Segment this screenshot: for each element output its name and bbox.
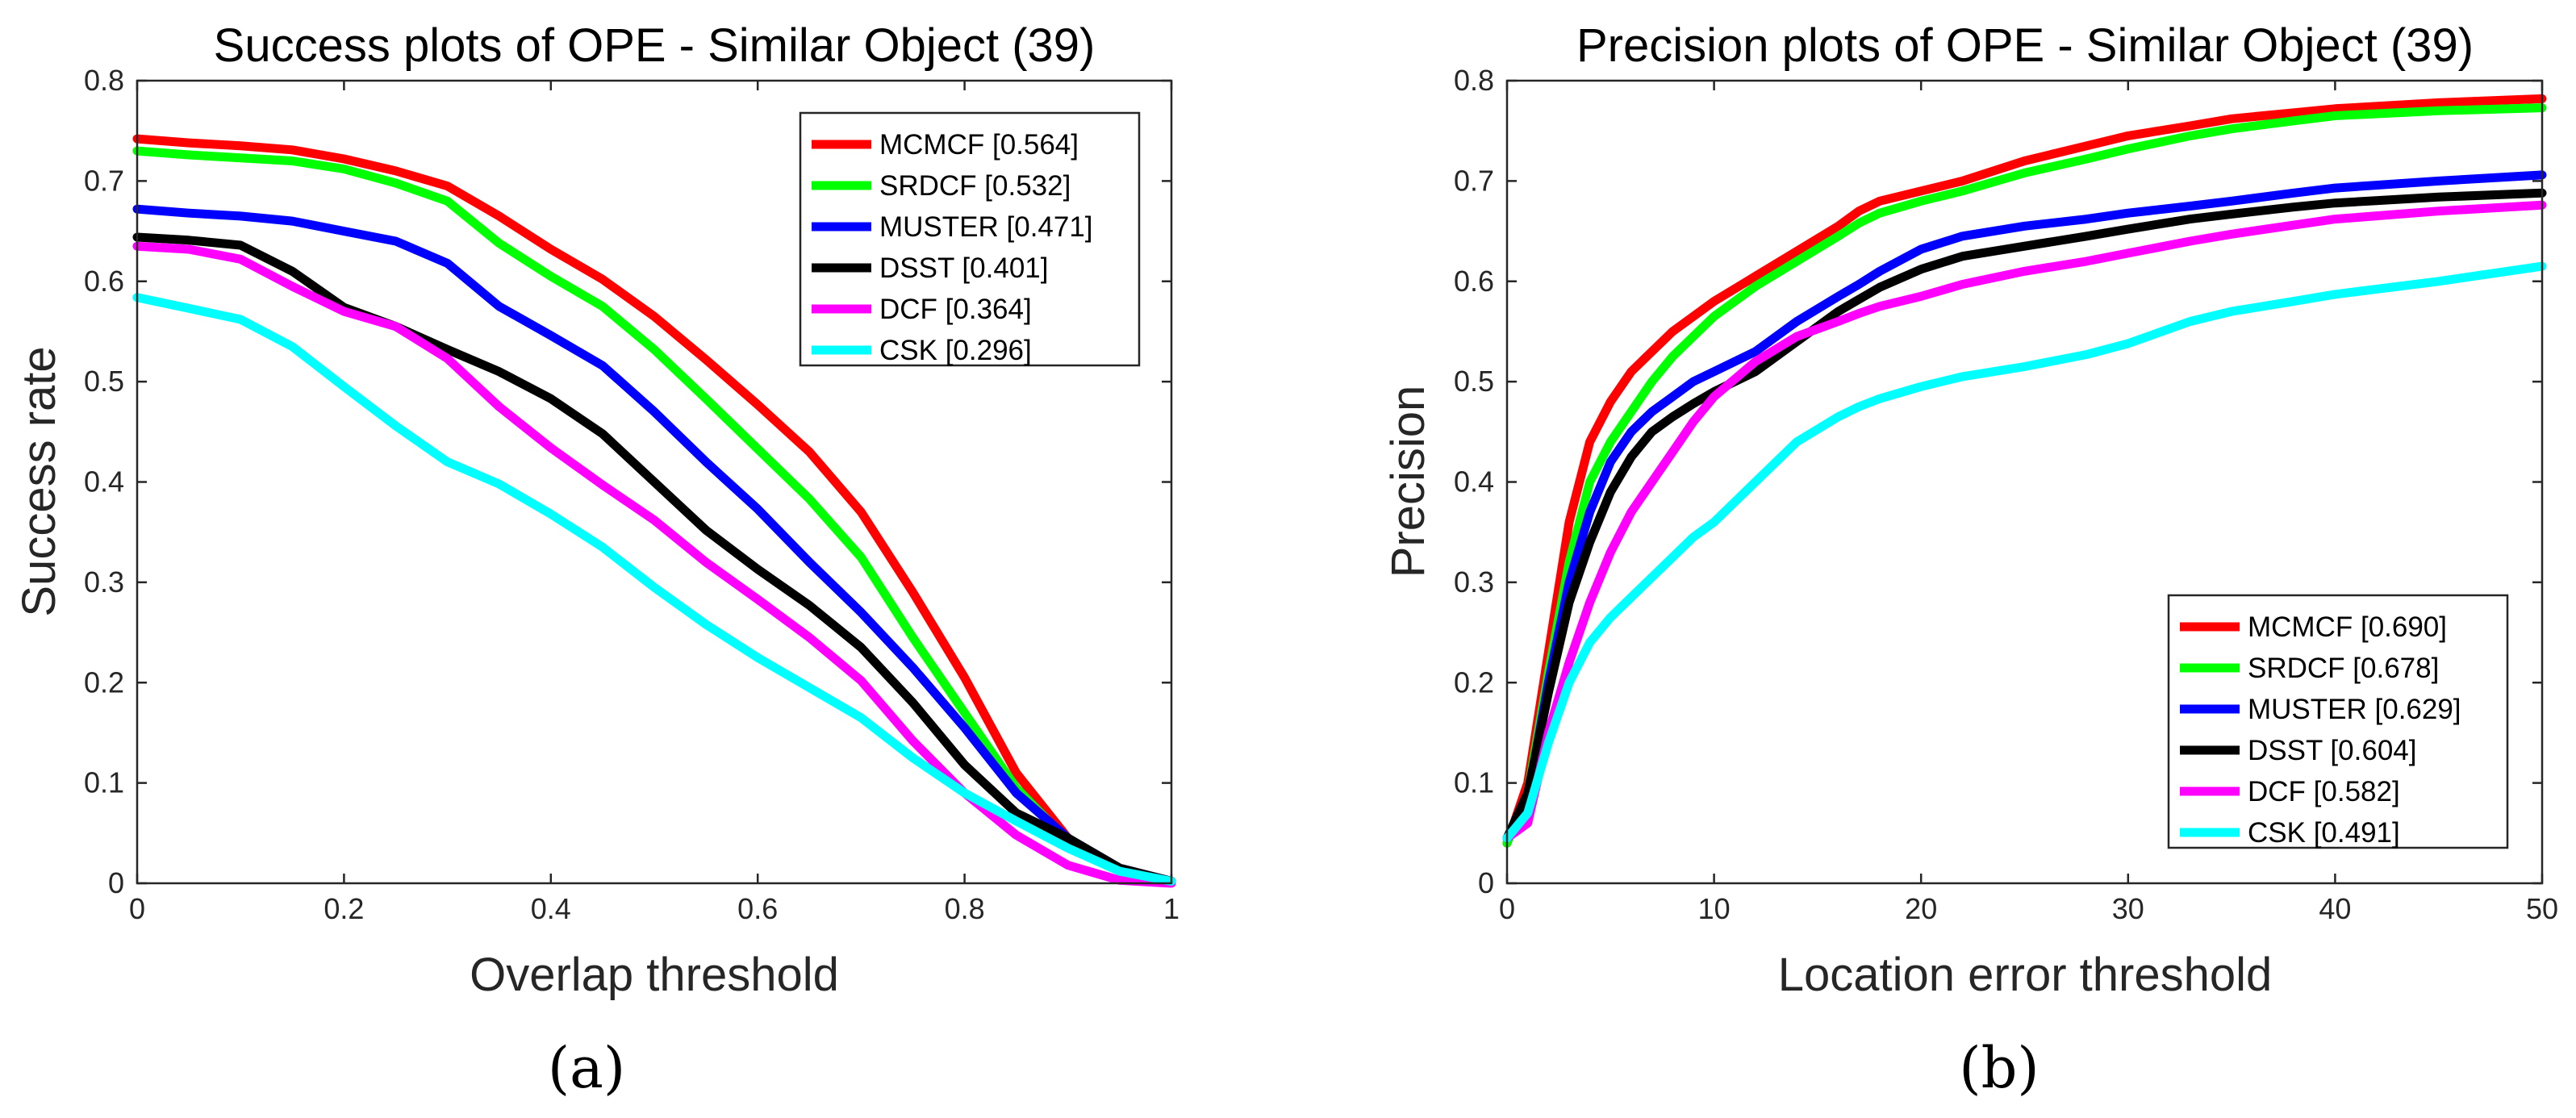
y-tick-label: 0.8 <box>84 64 124 97</box>
x-axis-label: Overlap threshold <box>470 949 839 1001</box>
x-tick-label: 0.8 <box>945 892 985 925</box>
x-axis-label: Location error threshold <box>1778 949 2273 1001</box>
series-line-csk <box>1502 261 2547 843</box>
series-line-csk <box>132 293 1176 886</box>
legend-label: DCF [0.582] <box>2248 776 2400 807</box>
series-line-dcf <box>1502 200 2547 843</box>
legend: MCMCF [0.690] SRDCF [0.678] MUSTER [0.629]… <box>2167 594 2509 849</box>
series-line-srdcf <box>1502 103 2547 848</box>
y-tick-label: 0.6 <box>84 265 124 298</box>
plot-frame <box>136 79 1173 885</box>
chart-title: Success plots of OPE - Similar Object (3… <box>214 19 1096 72</box>
series-line-dcf <box>132 241 1176 888</box>
y-tick-label: 0.4 <box>84 465 124 499</box>
x-tick-label: 0.2 <box>324 892 364 925</box>
legend-label: MCMCF [0.690] <box>2248 611 2447 643</box>
y-tick-label: 0 <box>108 866 124 899</box>
y-tick-label: 0.5 <box>1454 365 1494 398</box>
y-tick-label: 0.7 <box>1454 164 1494 197</box>
chart-title: Precision plots of OPE - Similar Object … <box>1576 19 2474 72</box>
y-tick-label: 0.3 <box>84 565 124 599</box>
x-tick-label: 0.4 <box>531 892 571 925</box>
x-tick-label: 1 <box>1163 892 1179 925</box>
y-tick-label: 0.7 <box>84 164 124 197</box>
legend-label: CSK [0.296] <box>879 335 1032 366</box>
legend-label: DCF [0.364] <box>879 294 1032 325</box>
y-tick-label: 0.5 <box>84 365 124 398</box>
series-line-srdcf <box>132 146 1176 886</box>
series-line-muster <box>1502 170 2547 843</box>
plot-area: 0 10 20 30 40 50 0 0.1 0.2 0.3 0.4 0.5 0.6 0.7 0.8 <box>1454 64 2558 925</box>
y-tick-label: 0.2 <box>84 665 124 699</box>
legend-label: MUSTER [0.629] <box>2248 694 2461 725</box>
series-line-dsst <box>1502 188 2547 843</box>
legend: MCMCF [0.564] SRDCF [0.532] MUSTER [0.471]… <box>799 111 1141 367</box>
legend-label: SRDCF [0.678] <box>2248 653 2439 684</box>
caption: (a) <box>548 1035 625 1101</box>
y-tick-label: 0.8 <box>1454 64 1494 97</box>
legend-label: MCMCF [0.564] <box>879 129 1079 161</box>
y-tick-label: 0.4 <box>1454 465 1494 499</box>
y-tick-label: 0 <box>1478 866 1494 899</box>
y-tick-label: 0.6 <box>1454 265 1494 298</box>
legend-label: DSST [0.604] <box>2248 735 2416 766</box>
x-tick-label: 10 <box>1698 892 1731 925</box>
x-tick-label: 0.6 <box>737 892 778 925</box>
y-axis-label: Success rate <box>13 346 65 616</box>
legend-box <box>799 111 1141 367</box>
y-axis-label: Precision <box>1382 386 1434 578</box>
x-tick-label: 50 <box>2526 892 2558 925</box>
precision-plot: Precision plots of OPE - Similar Object … <box>1382 19 2558 1101</box>
plot-frame <box>1505 79 2544 885</box>
caption: (b) <box>1959 1035 2039 1101</box>
legend-label: MUSTER [0.471] <box>879 211 1093 243</box>
y-tick-label: 0.1 <box>1454 766 1494 799</box>
y-tick-label: 0.2 <box>1454 665 1494 699</box>
y-tick-label: 0.3 <box>1454 565 1494 599</box>
series-line-mcmcf <box>1502 94 2547 848</box>
series-line-mcmcf <box>132 134 1176 886</box>
plot-area: 0 0.2 0.4 0.6 0.8 1 0 0.1 0.2 0.3 0.4 0.5 0.6 0.7 0.8 <box>84 64 1179 925</box>
legend-label: DSST [0.401] <box>879 252 1048 284</box>
success-plot: Success plots of OPE - Similar Object (3… <box>13 19 1179 1101</box>
series-line-dsst <box>132 232 1176 886</box>
x-tick-label: 0 <box>129 892 145 925</box>
legend-label: CSK [0.491] <box>2248 817 2400 849</box>
y-tick-label: 0.1 <box>84 766 124 799</box>
legend-label: SRDCF [0.532] <box>879 170 1071 202</box>
x-tick-label: 0 <box>1499 892 1515 925</box>
legend-box <box>2167 594 2509 849</box>
series-line-muster <box>132 204 1176 886</box>
x-tick-label: 40 <box>2319 892 2351 925</box>
x-tick-label: 30 <box>2112 892 2144 925</box>
x-tick-label: 20 <box>1905 892 1937 925</box>
